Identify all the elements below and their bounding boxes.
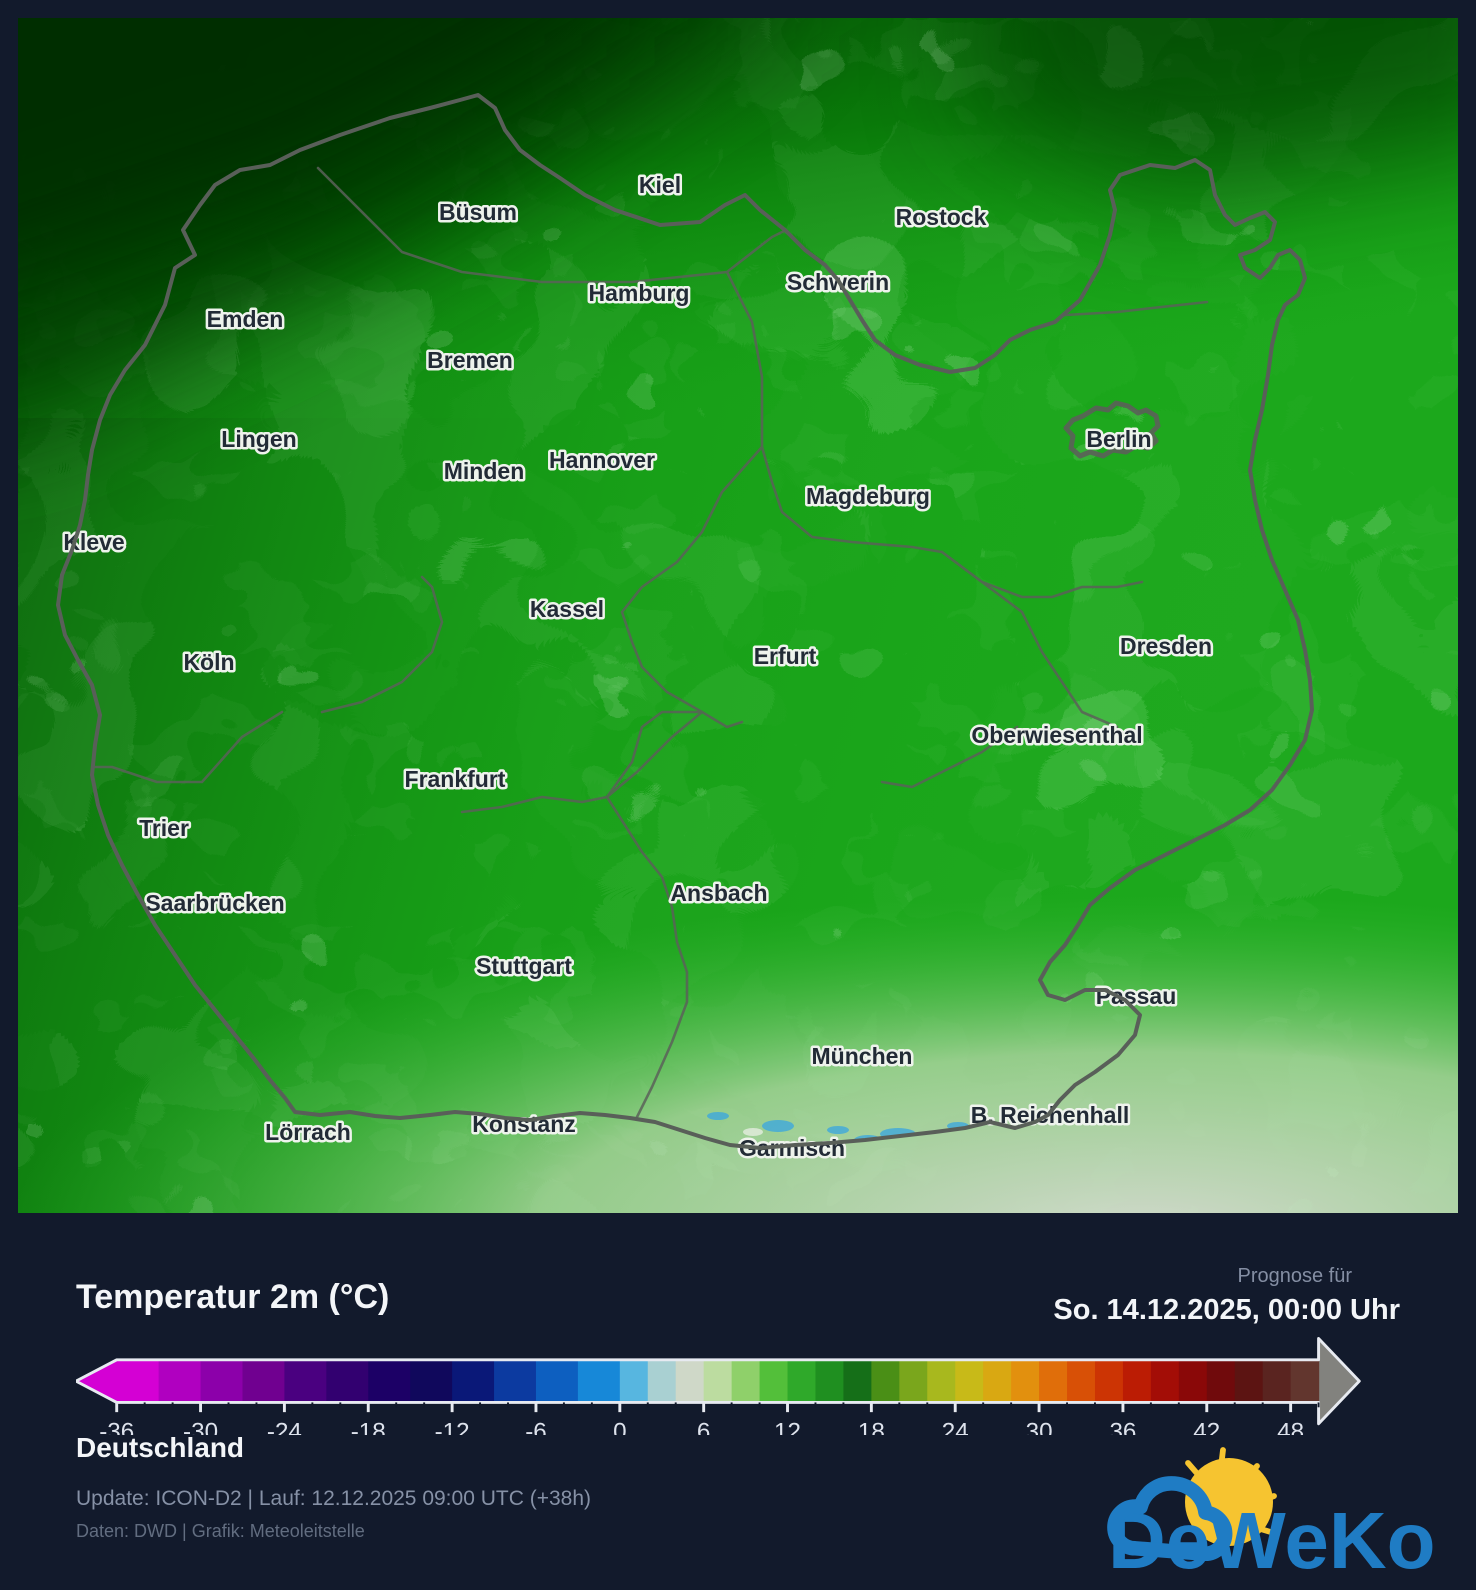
svg-text:Passau: Passau	[1096, 983, 1177, 1009]
svg-text:Magdeburg: Magdeburg	[806, 483, 930, 509]
svg-text:Emden: Emden	[207, 306, 284, 332]
svg-text:Trier: Trier	[139, 815, 189, 841]
svg-text:-12: -12	[435, 1418, 470, 1435]
svg-text:24: 24	[942, 1418, 969, 1435]
svg-text:-6: -6	[525, 1418, 547, 1435]
svg-text:Büsum: Büsum	[439, 199, 517, 225]
svg-text:München: München	[812, 1043, 913, 1069]
svg-text:Dresden: Dresden	[1120, 633, 1212, 659]
svg-text:Stuttgart: Stuttgart	[476, 953, 572, 979]
svg-text:Lörrach: Lörrach	[265, 1119, 351, 1145]
svg-text:Minden: Minden	[444, 458, 525, 484]
svg-text:Frankfurt: Frankfurt	[405, 766, 506, 792]
svg-text:6: 6	[697, 1418, 710, 1435]
svg-text:-18: -18	[351, 1418, 386, 1435]
svg-text:0: 0	[613, 1418, 626, 1435]
svg-text:Oberwiesenthal: Oberwiesenthal	[971, 722, 1142, 748]
svg-text:Hamburg: Hamburg	[589, 280, 690, 306]
svg-text:Erfurt: Erfurt	[754, 643, 817, 669]
svg-text:18: 18	[858, 1418, 885, 1435]
svg-text:Köln: Köln	[183, 649, 234, 675]
svg-text:Kassel: Kassel	[530, 596, 604, 622]
svg-text:Lingen: Lingen	[221, 426, 296, 452]
svg-text:36: 36	[1109, 1418, 1136, 1435]
svg-text:Ansbach: Ansbach	[670, 880, 767, 906]
svg-text:Kiel: Kiel	[639, 172, 681, 198]
svg-text:48: 48	[1277, 1418, 1304, 1435]
svg-text:Rostock: Rostock	[896, 204, 987, 230]
svg-text:42: 42	[1193, 1418, 1220, 1435]
svg-text:-24: -24	[267, 1418, 302, 1435]
svg-text:Berlin: Berlin	[1086, 426, 1151, 452]
svg-text:30: 30	[1026, 1418, 1053, 1435]
svg-text:12: 12	[774, 1418, 801, 1435]
svg-text:Saarbrücken: Saarbrücken	[145, 890, 284, 916]
svg-text:Hannover: Hannover	[549, 447, 655, 473]
svg-text:Bremen: Bremen	[427, 347, 513, 373]
svg-text:DeWeKo: DeWeKo	[1108, 1496, 1435, 1585]
